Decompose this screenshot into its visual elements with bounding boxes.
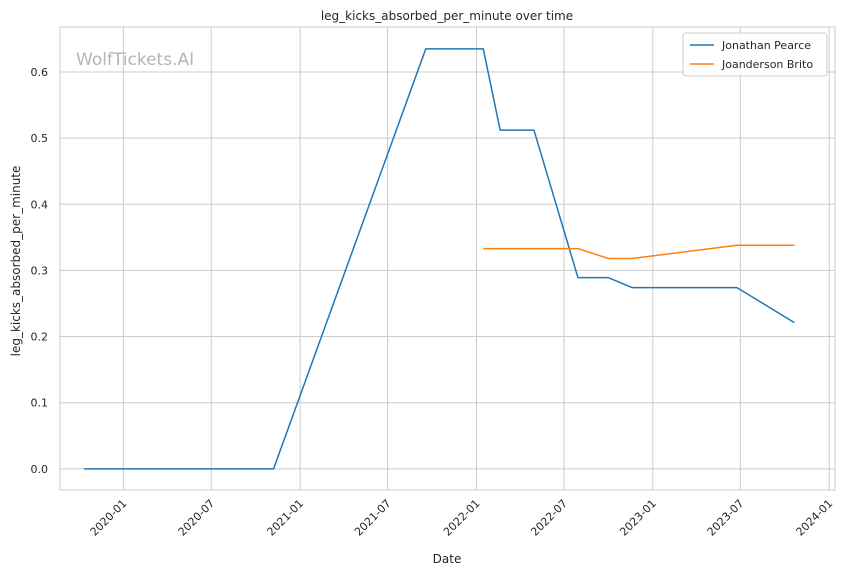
y-tick-label: 0.1 bbox=[31, 397, 49, 410]
legend-box bbox=[682, 32, 828, 77]
legend-label-joanderson-brito: Joanderson Brito bbox=[721, 58, 813, 71]
series-line-jonathan-pearce bbox=[84, 48, 795, 470]
y-tick-label: 0.0 bbox=[31, 463, 49, 476]
y-tick-label: 0.6 bbox=[31, 66, 49, 79]
series-line-joanderson-brito bbox=[483, 244, 795, 260]
legend-label-jonathan-pearce: Jonathan Pearce bbox=[721, 39, 811, 52]
series-layer bbox=[84, 48, 795, 470]
legend: Jonathan Pearce Joanderson Brito bbox=[682, 32, 828, 77]
y-tick-label: 0.3 bbox=[31, 264, 49, 277]
y-tick-label: 0.4 bbox=[31, 198, 49, 211]
grid-lines bbox=[60, 27, 835, 490]
y-axis-ticks: 0.0 0.1 0.2 0.3 0.4 0.5 0.6 bbox=[31, 66, 49, 476]
x-axis-label: Date bbox=[433, 552, 462, 566]
plot-frame bbox=[59, 26, 836, 491]
y-tick-label: 0.2 bbox=[31, 331, 49, 344]
chart-title: leg_kicks_absorbed_per_minute over time bbox=[321, 9, 573, 23]
y-tick-label: 0.5 bbox=[31, 132, 49, 145]
y-axis-label: leg_kicks_absorbed_per_minute bbox=[9, 166, 23, 357]
watermark: WolfTickets.AI bbox=[76, 50, 194, 70]
